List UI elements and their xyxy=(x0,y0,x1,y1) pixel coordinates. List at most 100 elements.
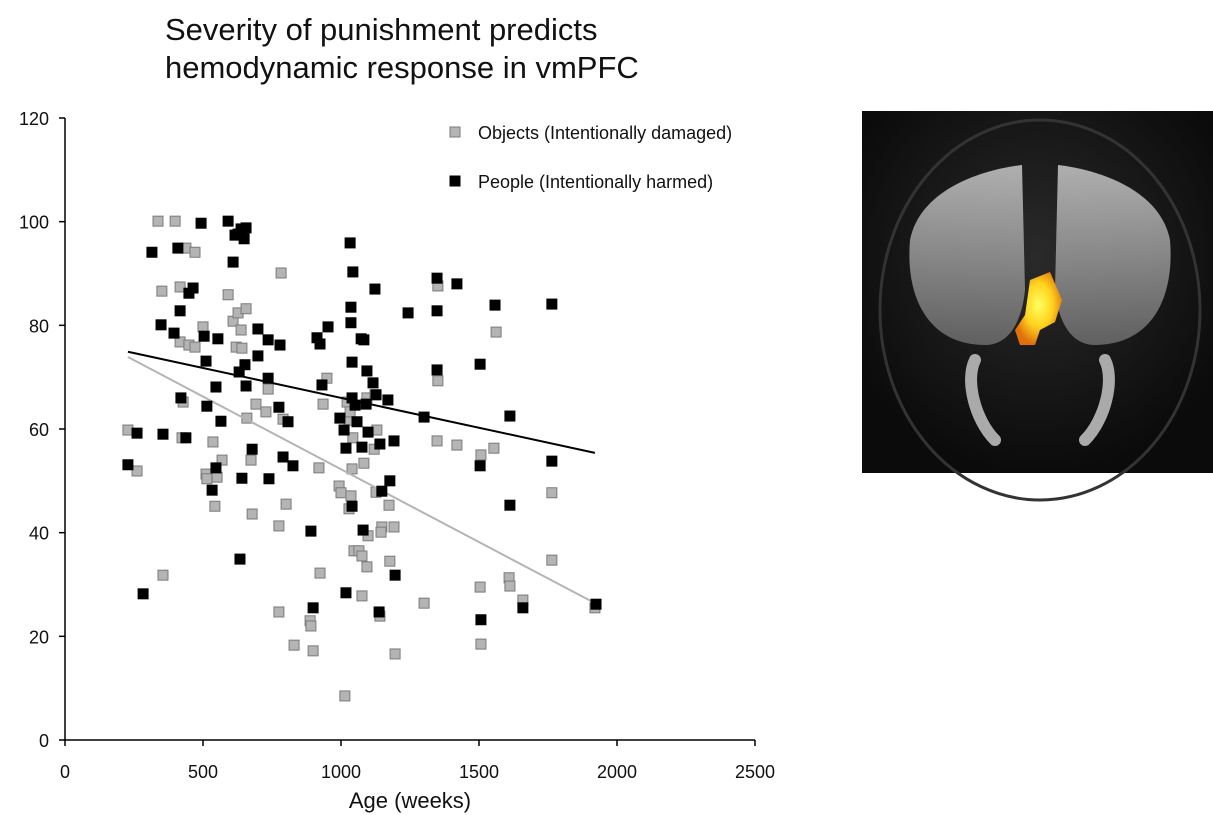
data-point xyxy=(211,463,221,473)
data-point xyxy=(281,499,291,509)
data-point xyxy=(253,351,263,361)
data-point xyxy=(169,328,179,338)
data-point xyxy=(348,267,358,277)
data-point xyxy=(335,413,345,423)
data-point xyxy=(283,417,293,427)
x-tick-label: 0 xyxy=(60,762,70,782)
data-point xyxy=(157,286,167,296)
data-point xyxy=(403,308,413,318)
y-tick-label: 60 xyxy=(29,420,49,440)
data-point xyxy=(370,284,380,294)
data-point xyxy=(288,461,298,471)
data-point xyxy=(341,588,351,598)
data-point xyxy=(181,433,191,443)
data-point xyxy=(358,525,368,535)
data-point xyxy=(357,551,367,561)
data-point xyxy=(201,356,211,366)
data-point xyxy=(419,598,429,608)
data-point xyxy=(315,339,325,349)
data-point xyxy=(198,322,208,332)
data-point xyxy=(196,218,206,228)
data-point xyxy=(275,340,285,350)
data-point xyxy=(263,384,273,394)
data-point xyxy=(390,649,400,659)
data-point xyxy=(476,615,486,625)
data-point xyxy=(505,581,515,591)
data-point xyxy=(253,324,263,334)
data-point xyxy=(308,646,318,656)
data-point xyxy=(207,485,217,495)
data-point xyxy=(359,335,369,345)
data-point xyxy=(489,443,499,453)
data-point xyxy=(452,440,462,450)
data-point xyxy=(374,607,384,617)
data-point xyxy=(175,306,185,316)
data-point xyxy=(306,526,316,536)
y-tick-label: 20 xyxy=(29,627,49,647)
y-tick-label: 120 xyxy=(19,109,49,129)
data-point xyxy=(247,509,257,519)
data-point xyxy=(210,501,220,511)
data-point xyxy=(390,570,400,580)
data-point xyxy=(308,603,318,613)
data-point xyxy=(363,427,373,437)
data-point xyxy=(432,273,442,283)
data-point xyxy=(475,359,485,369)
data-point xyxy=(202,401,212,411)
data-point xyxy=(264,474,274,484)
data-point xyxy=(241,381,251,391)
data-point xyxy=(352,417,362,427)
data-point xyxy=(274,607,284,617)
data-point xyxy=(213,334,223,344)
data-point xyxy=(237,343,247,353)
y-tick-label: 80 xyxy=(29,316,49,336)
data-point xyxy=(475,461,485,471)
data-point xyxy=(274,521,284,531)
data-point xyxy=(211,382,221,392)
x-tick-label: 2000 xyxy=(597,762,637,782)
data-point xyxy=(314,463,324,473)
data-point xyxy=(547,299,557,309)
data-point xyxy=(240,360,250,370)
data-point xyxy=(261,407,271,417)
data-point xyxy=(318,399,328,409)
data-point xyxy=(289,640,299,650)
data-point xyxy=(376,527,386,537)
data-point xyxy=(432,365,442,375)
data-point xyxy=(158,429,168,439)
data-point xyxy=(132,466,142,476)
data-point xyxy=(340,691,350,701)
data-point xyxy=(547,555,557,565)
data-point xyxy=(123,425,133,435)
data-point xyxy=(339,425,349,435)
data-point xyxy=(490,300,500,310)
data-point xyxy=(476,450,486,460)
data-point xyxy=(251,399,261,409)
data-point xyxy=(212,472,222,482)
data-point xyxy=(199,331,209,341)
trend-line xyxy=(128,357,595,603)
data-point xyxy=(491,327,501,337)
data-point xyxy=(547,456,557,466)
data-point xyxy=(452,279,462,289)
data-point xyxy=(202,474,212,484)
data-point xyxy=(385,556,395,566)
data-point xyxy=(235,554,245,564)
x-tick-label: 1000 xyxy=(321,762,361,782)
data-point xyxy=(433,376,443,386)
data-point xyxy=(237,473,247,483)
data-point xyxy=(371,390,381,400)
data-point xyxy=(357,442,367,452)
data-point xyxy=(246,455,256,465)
legend-label: Objects (Intentionally damaged) xyxy=(478,123,732,143)
data-point xyxy=(385,476,395,486)
y-tick-label: 40 xyxy=(29,524,49,544)
data-point xyxy=(346,318,356,328)
data-point xyxy=(278,452,288,462)
data-point xyxy=(591,599,601,609)
x-tick-label: 2500 xyxy=(735,762,775,782)
data-point xyxy=(188,283,198,293)
x-axis-label: Age (weeks) xyxy=(349,788,471,813)
data-point xyxy=(336,488,346,498)
brain-image xyxy=(862,111,1213,500)
